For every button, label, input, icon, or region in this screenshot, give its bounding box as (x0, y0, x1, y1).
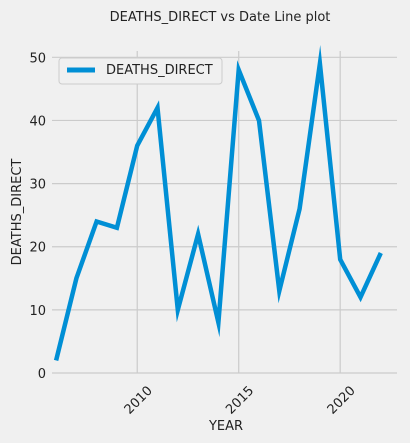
x-tick-label: 2010 (122, 384, 156, 418)
y-axis-label: DEATHS_DIRECT (10, 159, 25, 266)
plot-area (52, 51, 397, 373)
legend-box (58, 57, 223, 85)
x-tick-label: 2020 (325, 384, 359, 418)
legend: DEATHS_DIRECT (58, 57, 223, 85)
legend-label: DEATHS_DIRECT (106, 63, 213, 78)
x-tick-label: 2015 (223, 384, 257, 418)
y-tick-label: 30 (29, 178, 46, 193)
x-tick-labels: 2010 2015 2020 (122, 384, 359, 418)
y-tick-labels: 0 10 20 30 40 50 (29, 51, 46, 382)
y-tick-label: 0 (38, 367, 46, 382)
y-tick-label: 50 (29, 51, 46, 66)
y-tick-label: 10 (29, 304, 46, 319)
x-gridlines (136, 51, 341, 373)
x-axis-label: YEAR (208, 419, 243, 434)
y-tick-label: 40 (29, 114, 46, 129)
y-tick-label: 20 (29, 241, 46, 256)
chart-title: DEATHS_DIRECT vs Date Line plot (110, 10, 331, 25)
series-layer (53, 44, 383, 361)
